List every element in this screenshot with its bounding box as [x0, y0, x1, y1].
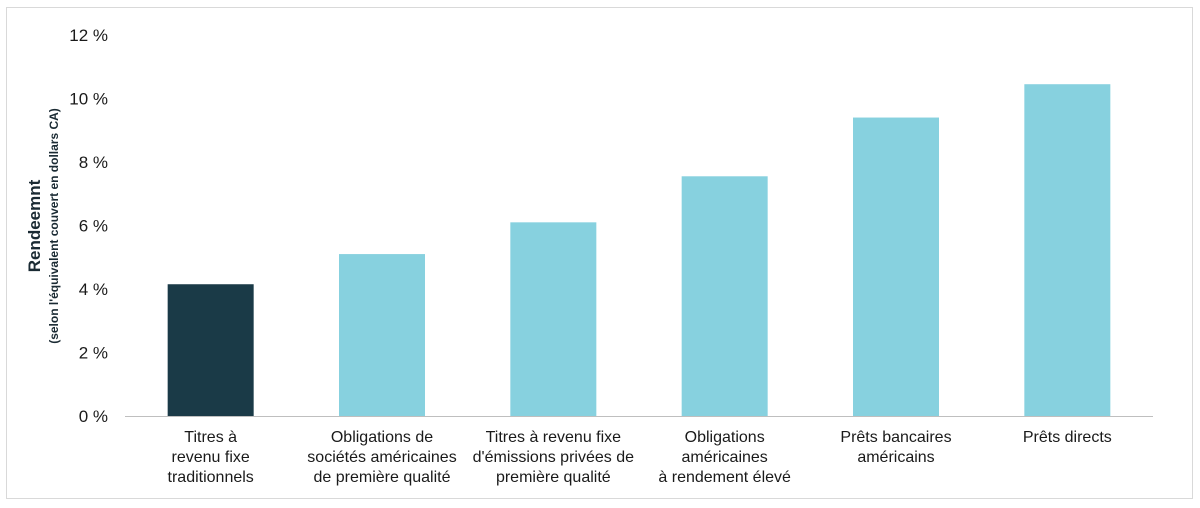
x-axis-category-labels: Titres à revenu fixe traditionnels Obligati… [168, 429, 1112, 486]
bar [1024, 84, 1111, 417]
y-tick-label: 6 % [79, 217, 108, 236]
bar [510, 222, 597, 416]
x-category-label-line: Titres à [184, 429, 237, 446]
y-axis-ticks: 0 % 2 % 4 % 6 % 8 % 10 % 12 % [69, 26, 108, 426]
x-category-label-line: sociétés américaines [307, 449, 456, 466]
x-category-label-line: première qualité [496, 469, 611, 486]
bars [167, 84, 1111, 417]
x-category-label: Prêts directs [1023, 429, 1112, 446]
y-tick-label: 8 % [79, 153, 108, 172]
bar [681, 176, 768, 416]
x-category-label-line: d'émissions privées de [473, 449, 634, 466]
x-category-label-line: Obligations de [331, 429, 433, 446]
x-category-label-line: Obligations [685, 429, 765, 446]
x-category-label-line: américains [857, 449, 934, 466]
y-axis-title: Rendeemnt [25, 179, 44, 272]
x-category-label: Obligations de sociétés américaines de pre… [307, 429, 456, 486]
bar [853, 117, 939, 417]
x-category-label: Titres à revenu fixe d'émissions privées … [473, 429, 634, 486]
x-category-label-line: de première qualité [314, 469, 451, 486]
x-category-label-line: à rendement élevé [658, 469, 791, 486]
x-category-label-line: Prêts directs [1023, 429, 1112, 446]
y-axis-subtitle: (selon l'équivalent couvert en dollars C… [47, 108, 61, 344]
x-category-label: Prêts bancaires américains [840, 429, 951, 466]
y-tick-label: 2 % [79, 344, 108, 363]
bar [339, 254, 425, 416]
x-category-label: Obligations américaines à rendement élevé [658, 429, 791, 486]
x-category-label-line: revenu fixe [172, 449, 250, 466]
y-tick-label: 10 % [69, 90, 108, 109]
x-category-label-line: Titres à revenu fixe [486, 429, 622, 446]
x-category-label-line: américaines [682, 449, 768, 466]
y-tick-label: 12 % [69, 26, 108, 45]
x-category-label: Titres à revenu fixe traditionnels [168, 429, 254, 486]
y-axis-title-group: Rendeemnt (selon l'équivalent couvert en… [25, 108, 61, 344]
y-tick-label: 4 % [79, 280, 108, 299]
x-category-label-line: traditionnels [168, 469, 254, 486]
bar [167, 284, 254, 416]
x-category-label-line: Prêts bancaires [840, 429, 951, 446]
y-tick-label: 0 % [79, 407, 108, 426]
